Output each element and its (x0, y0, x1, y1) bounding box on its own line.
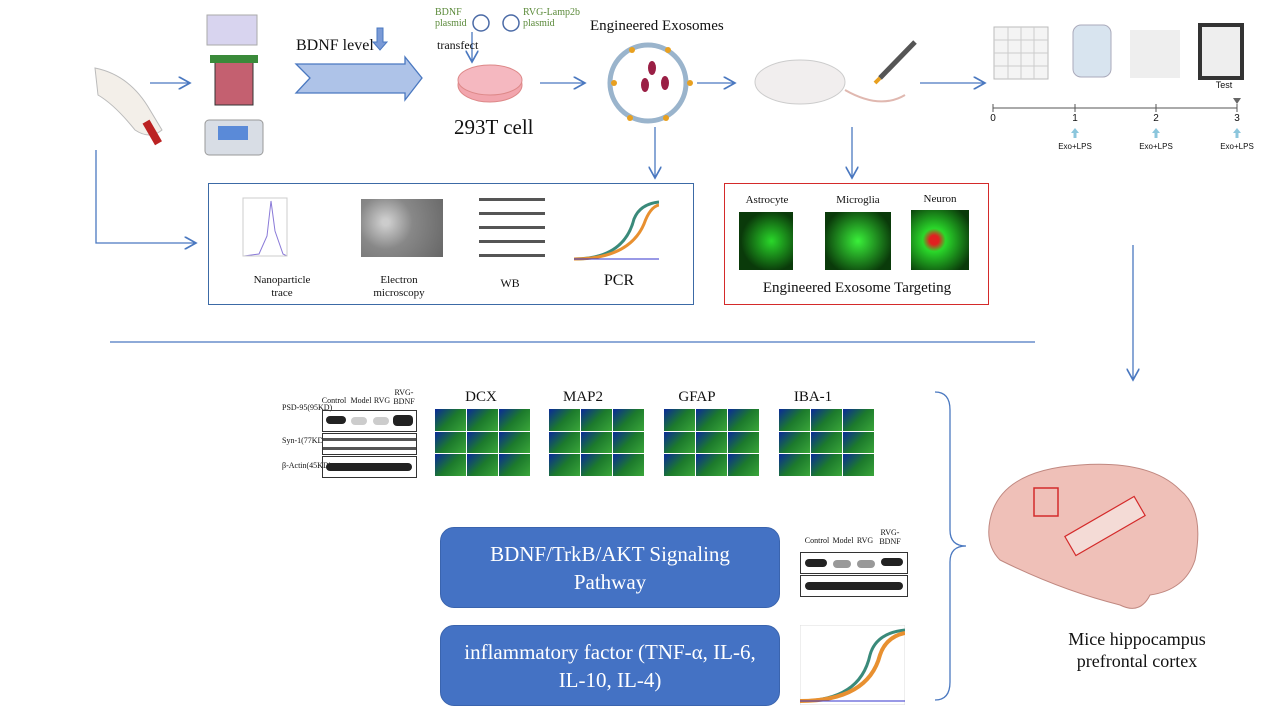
bdnf-plasmid-label: BDNF plasmid (435, 7, 467, 29)
characterization-box: Nanoparticle trace Electron microscopy W… (208, 183, 694, 305)
brain-caption: Mice hippocampus prefrontal cortex (1068, 629, 1206, 671)
wb-column: RVG (856, 536, 874, 545)
targeting-caption: Engineered Exosome Targeting (762, 280, 952, 296)
wb-label: WB (500, 276, 520, 290)
gfap-images (664, 409, 759, 476)
neuron-label: Neuron (923, 193, 957, 205)
exosomes-label: Engineered Exosomes (590, 18, 724, 34)
injection-label: Exo+LPS (1220, 142, 1254, 151)
rvg-plasmid-label: RVG-Lamp2b plasmid (523, 7, 580, 29)
nanoparticle-label: Nanoparticle trace (253, 274, 311, 299)
pcr-curves (574, 200, 659, 261)
em-label: Electron microscopy (373, 274, 425, 299)
iba1-images (779, 409, 874, 476)
brace (934, 391, 967, 701)
wb-column: Model (832, 536, 854, 545)
pcr-label: PCR (603, 272, 635, 289)
injection-label: Exo+LPS (1139, 142, 1173, 151)
inflammatory-pcr-curves (800, 625, 905, 705)
wb-row-label: Syn-1(77KD) (282, 436, 326, 445)
wb-column: Control (321, 396, 347, 405)
targeting-box: Astrocyte Microglia Neuron Engineered Ex… (724, 183, 989, 305)
inflammatory-factor-box: inflammatory factor (TNF-α, IL-6, IL-10,… (440, 625, 780, 706)
stain-label-map2: MAP2 (562, 389, 604, 405)
nanoparticle-plot (242, 197, 288, 257)
inflammatory-factor-label: inflammatory factor (TNF-α, IL-6, IL-10,… (464, 639, 756, 692)
wb-column: Control (804, 536, 830, 545)
wb-column: Model (350, 396, 372, 405)
bdnf-level-label: BDNF level (296, 37, 374, 54)
astrocyte-image (739, 212, 793, 270)
neuron-image (911, 210, 969, 270)
wb-column: RVG-BDNF (393, 388, 415, 406)
wb-image (479, 192, 545, 262)
microglia-label: Microglia (836, 194, 880, 206)
transfect-label: transfect (437, 38, 479, 52)
wb-column: RVG (373, 396, 391, 405)
map2-images (549, 409, 644, 476)
signaling-pathway-box: BDNF/TrkB/AKT Signaling Pathway (440, 527, 780, 608)
timeline-tick: 3 (1234, 113, 1240, 124)
microglia-image (825, 212, 891, 270)
timeline-tick: 1 (1072, 113, 1078, 124)
timeline-tick: 2 (1153, 113, 1159, 124)
em-image (361, 199, 443, 257)
wb-row-label: β-Actin(45KD) (282, 461, 332, 470)
big-arrow (294, 55, 423, 102)
wb-row-label: PSD-95(95KD) (282, 403, 333, 412)
injection-label: Exo+LPS (1058, 142, 1092, 151)
dcx-images (435, 409, 530, 476)
stain-label-dcx: DCX (465, 389, 497, 405)
astrocyte-label: Astrocyte (745, 194, 789, 206)
stain-label-gfap: GFAP (678, 389, 716, 405)
cell-label: 293T cell (454, 115, 534, 139)
timeline-tick: 0 (990, 113, 996, 124)
stain-label-iba1: IBA-1 (793, 389, 833, 405)
test-label: Test (1215, 80, 1233, 90)
signaling-pathway-label: BDNF/TrkB/AKT Signaling Pathway (490, 541, 730, 594)
wb-column: RVG-BDNF (879, 528, 901, 546)
